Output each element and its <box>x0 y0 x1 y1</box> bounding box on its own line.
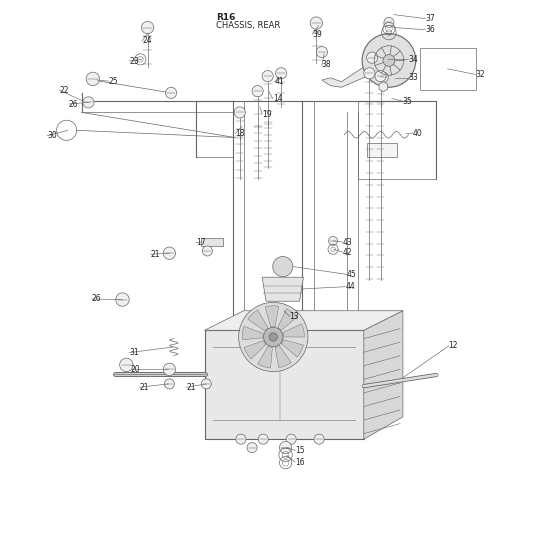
Text: 13: 13 <box>290 312 299 321</box>
Circle shape <box>383 54 395 67</box>
Polygon shape <box>244 340 266 359</box>
Text: 26: 26 <box>69 100 78 109</box>
Polygon shape <box>204 330 364 439</box>
Circle shape <box>202 246 212 256</box>
Circle shape <box>286 434 296 444</box>
Polygon shape <box>265 306 279 327</box>
Text: 45: 45 <box>347 270 357 279</box>
Text: 38: 38 <box>322 60 332 69</box>
Circle shape <box>116 293 129 306</box>
Circle shape <box>329 236 338 245</box>
Text: 21: 21 <box>186 382 195 392</box>
Circle shape <box>86 72 100 86</box>
Text: 40: 40 <box>413 129 423 138</box>
Text: 16: 16 <box>295 458 305 466</box>
Text: 39: 39 <box>312 30 322 39</box>
Text: 37: 37 <box>425 14 435 23</box>
Circle shape <box>236 434 246 444</box>
Bar <box>419 48 475 90</box>
Circle shape <box>142 21 154 34</box>
Text: 17: 17 <box>196 238 206 247</box>
Circle shape <box>314 434 324 444</box>
Circle shape <box>281 442 291 452</box>
Polygon shape <box>242 326 264 340</box>
Text: 15: 15 <box>295 446 305 455</box>
Polygon shape <box>364 311 403 439</box>
Polygon shape <box>204 311 403 330</box>
Circle shape <box>252 86 263 97</box>
Circle shape <box>364 68 375 79</box>
Circle shape <box>258 434 268 444</box>
Polygon shape <box>262 277 304 301</box>
Circle shape <box>166 87 176 99</box>
Circle shape <box>239 302 308 372</box>
Circle shape <box>164 247 175 259</box>
Text: 20: 20 <box>131 365 141 374</box>
Text: 23: 23 <box>129 57 139 66</box>
Polygon shape <box>281 340 304 357</box>
Circle shape <box>164 363 175 376</box>
Text: 42: 42 <box>343 248 352 256</box>
Circle shape <box>165 379 174 389</box>
Circle shape <box>83 97 94 108</box>
Circle shape <box>269 333 277 341</box>
Polygon shape <box>278 309 297 330</box>
Circle shape <box>375 71 386 82</box>
Polygon shape <box>379 82 388 92</box>
Circle shape <box>310 17 323 29</box>
Text: 33: 33 <box>408 73 418 82</box>
Circle shape <box>201 379 211 389</box>
Text: 18: 18 <box>235 129 245 138</box>
Circle shape <box>362 34 416 87</box>
Circle shape <box>273 256 293 277</box>
Polygon shape <box>248 310 268 331</box>
Circle shape <box>316 46 328 58</box>
Text: 19: 19 <box>262 110 272 119</box>
Text: 12: 12 <box>449 342 458 351</box>
Text: 21: 21 <box>139 382 149 392</box>
Text: 25: 25 <box>109 77 118 86</box>
Text: 41: 41 <box>274 77 284 86</box>
Bar <box>367 143 397 157</box>
Text: 14: 14 <box>273 94 282 103</box>
Circle shape <box>234 107 245 118</box>
Circle shape <box>279 441 292 454</box>
Text: 36: 36 <box>425 25 435 34</box>
Text: 44: 44 <box>346 282 355 291</box>
Text: 26: 26 <box>92 295 101 304</box>
Circle shape <box>120 358 133 372</box>
Text: CHASSIS, REAR: CHASSIS, REAR <box>216 21 280 30</box>
Circle shape <box>379 72 389 82</box>
Circle shape <box>384 17 394 27</box>
Polygon shape <box>275 346 291 368</box>
Circle shape <box>367 52 378 63</box>
Polygon shape <box>322 63 378 87</box>
Polygon shape <box>258 346 272 368</box>
Bar <box>200 238 223 246</box>
Text: 30: 30 <box>47 132 57 141</box>
Text: 22: 22 <box>59 86 69 95</box>
Text: 31: 31 <box>129 348 139 357</box>
Text: 32: 32 <box>475 70 485 79</box>
Polygon shape <box>283 324 305 337</box>
Text: 35: 35 <box>403 97 413 106</box>
Text: 24: 24 <box>142 36 152 45</box>
Text: 21: 21 <box>151 250 160 259</box>
Circle shape <box>247 442 257 452</box>
Circle shape <box>262 71 273 82</box>
Circle shape <box>264 327 283 347</box>
Text: 34: 34 <box>408 55 418 64</box>
Text: 43: 43 <box>343 237 352 246</box>
Text: R16: R16 <box>216 13 235 22</box>
Circle shape <box>276 68 287 79</box>
Circle shape <box>278 304 288 314</box>
